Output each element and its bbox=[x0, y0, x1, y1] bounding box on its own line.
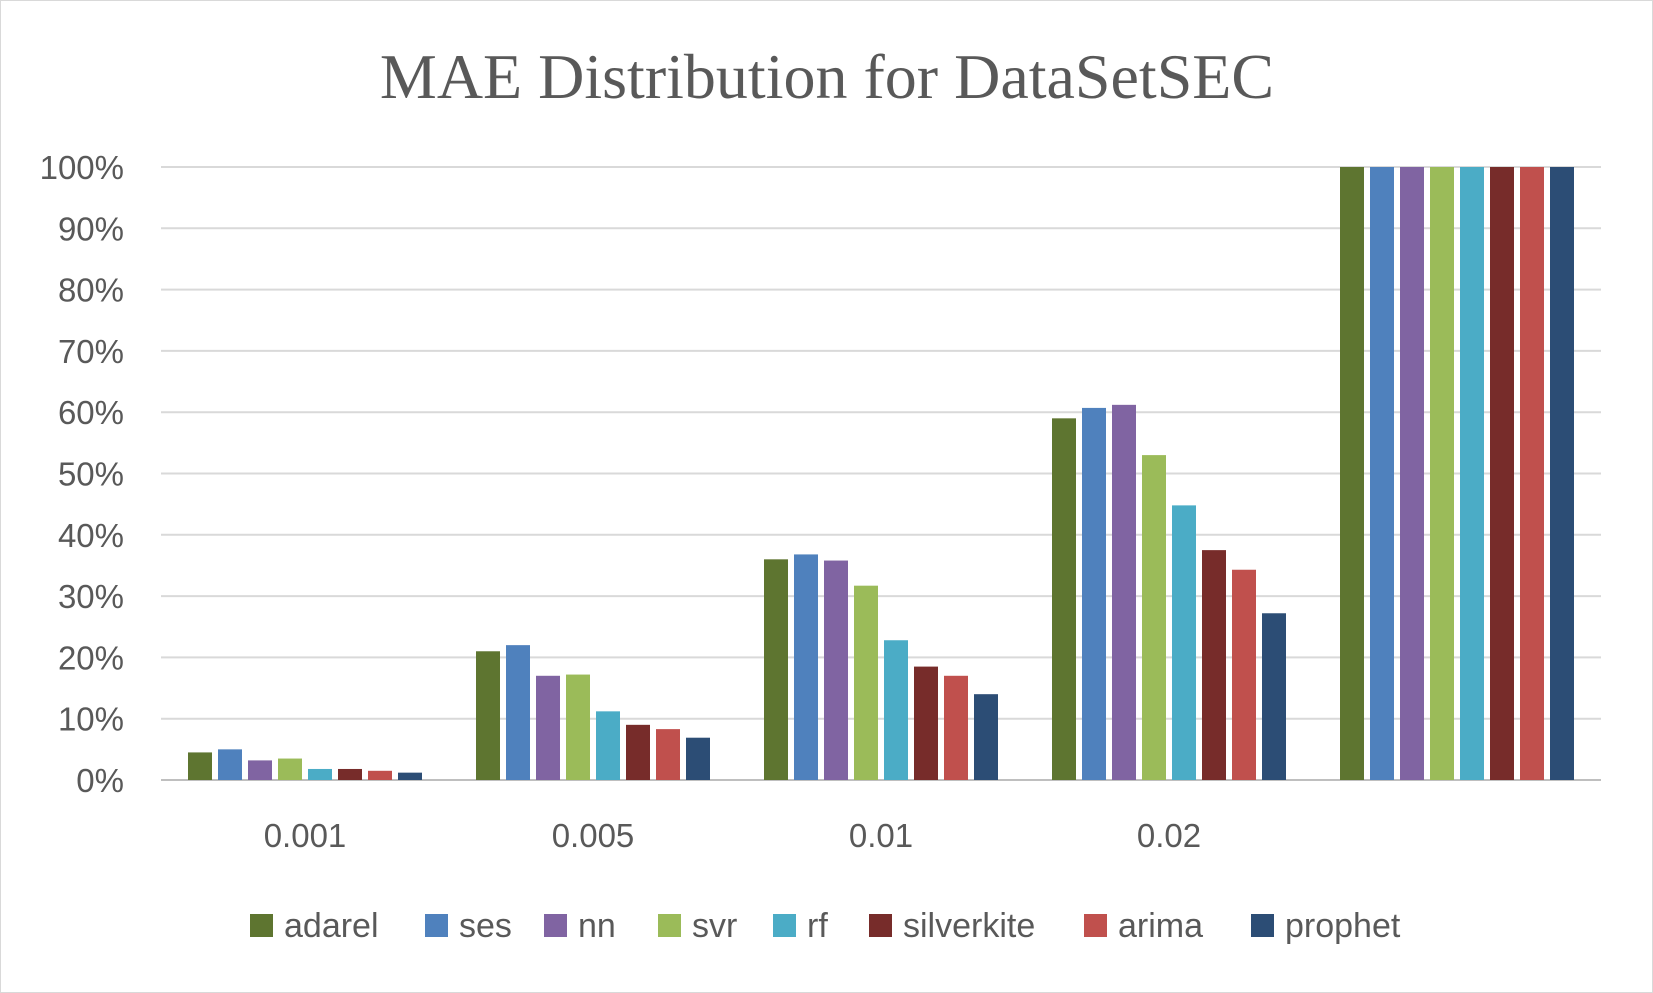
bar-nn bbox=[824, 560, 848, 780]
bar-ses bbox=[506, 645, 530, 780]
bar-adarel bbox=[764, 559, 788, 780]
y-tick-label: 90% bbox=[58, 210, 124, 247]
bar-silverkite bbox=[1202, 550, 1226, 780]
bar-ses bbox=[794, 554, 818, 780]
bar-silverkite bbox=[914, 666, 938, 780]
bars bbox=[188, 167, 1574, 780]
bar-adarel bbox=[188, 752, 212, 780]
legend-label-silverkite: silverkite bbox=[903, 907, 1035, 945]
bar-rf bbox=[308, 768, 332, 780]
legend-label-adarel: adarel bbox=[284, 907, 379, 945]
x-tick-label: 0.01 bbox=[849, 817, 913, 854]
legend-label-rf: rf bbox=[807, 907, 828, 945]
x-tick-label: 0.02 bbox=[1137, 817, 1201, 854]
bar-svr bbox=[854, 585, 878, 780]
chart-title: MAE Distribution for DataSetSEC bbox=[380, 41, 1274, 112]
bar-arima bbox=[944, 675, 968, 780]
legend-swatch-svr bbox=[658, 914, 681, 937]
x-tick-label: 0.005 bbox=[552, 817, 635, 854]
bar-prophet bbox=[686, 737, 710, 780]
y-tick-label: 10% bbox=[58, 701, 124, 738]
bar-ses bbox=[218, 749, 242, 780]
legend-swatch-prophet bbox=[1251, 914, 1274, 937]
legend-swatch-ses bbox=[425, 914, 448, 937]
y-tick-label: 70% bbox=[58, 333, 124, 370]
bar-nn bbox=[1400, 167, 1424, 780]
legend: adarel ses nn svr rf silverkite arima prophet bbox=[250, 907, 1401, 945]
bar-svr bbox=[1142, 455, 1166, 780]
legend-label-arima: arima bbox=[1118, 907, 1203, 945]
bar-prophet bbox=[1262, 613, 1286, 780]
bar-adarel bbox=[1340, 167, 1364, 780]
y-tick-label: 100% bbox=[40, 149, 124, 186]
bar-prophet bbox=[1550, 167, 1574, 780]
bar-silverkite bbox=[626, 724, 650, 780]
bar-rf bbox=[1460, 167, 1484, 780]
legend-swatch-adarel bbox=[250, 914, 273, 937]
x-axis-ticks: 0.001 0.005 0.01 0.02 bbox=[264, 817, 1201, 854]
y-tick-label: 20% bbox=[58, 639, 124, 676]
bar-silverkite bbox=[338, 768, 362, 780]
bar-svr bbox=[566, 674, 590, 780]
bar-svr bbox=[278, 758, 302, 780]
x-tick-label: 0.001 bbox=[264, 817, 347, 854]
y-tick-label: 60% bbox=[58, 394, 124, 431]
bar-prophet bbox=[398, 772, 422, 780]
y-tick-label: 40% bbox=[58, 517, 124, 554]
bar-ses bbox=[1082, 407, 1106, 780]
legend-label-svr: svr bbox=[692, 907, 737, 945]
bar-arima bbox=[656, 729, 680, 780]
bar-adarel bbox=[1052, 418, 1076, 780]
bar-adarel bbox=[476, 651, 500, 780]
y-tick-label: 30% bbox=[58, 578, 124, 615]
y-axis-ticks: 0% 10% 20% 30% 40% 50% 60% 70% 80% 90% 100% bbox=[40, 149, 124, 799]
bar-rf bbox=[884, 640, 908, 780]
y-tick-label: 50% bbox=[58, 456, 124, 493]
bar-prophet bbox=[974, 694, 998, 780]
legend-swatch-nn bbox=[544, 914, 567, 937]
bar-arima bbox=[1232, 569, 1256, 780]
bar-silverkite bbox=[1490, 167, 1514, 780]
bar-nn bbox=[1112, 404, 1136, 780]
bar-ses bbox=[1370, 167, 1394, 780]
y-tick-label: 0% bbox=[76, 762, 124, 799]
bar-arima bbox=[1520, 167, 1544, 780]
bar-svr bbox=[1430, 167, 1454, 780]
legend-swatch-arima bbox=[1084, 914, 1107, 937]
bar-nn bbox=[248, 760, 272, 780]
legend-swatch-silverkite bbox=[869, 914, 892, 937]
bar-rf bbox=[596, 711, 620, 780]
legend-label-ses: ses bbox=[459, 907, 512, 945]
legend-label-prophet: prophet bbox=[1285, 907, 1401, 945]
y-tick-label: 80% bbox=[58, 272, 124, 309]
legend-label-nn: nn bbox=[578, 907, 616, 945]
bar-nn bbox=[536, 675, 560, 780]
legend-swatch-rf bbox=[773, 914, 796, 937]
bar-rf bbox=[1172, 505, 1196, 780]
bar-arima bbox=[368, 770, 392, 780]
